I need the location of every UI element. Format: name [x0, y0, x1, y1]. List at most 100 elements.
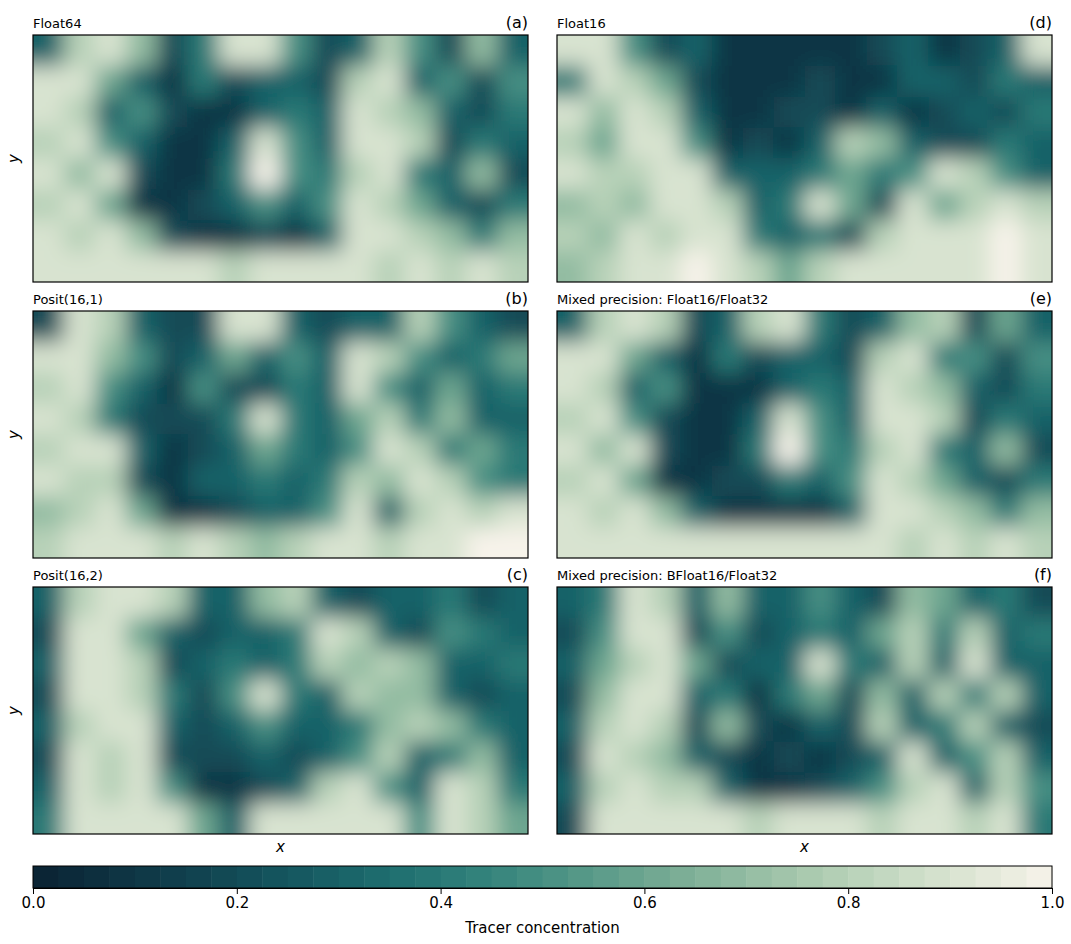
cell	[219, 741, 251, 773]
cell	[866, 97, 898, 129]
cell	[681, 772, 713, 804]
cell	[95, 741, 127, 773]
field	[33, 587, 528, 834]
cell	[650, 772, 682, 804]
cell	[64, 711, 96, 743]
cell	[619, 711, 651, 743]
colorbar-step	[288, 866, 314, 888]
cell	[743, 772, 775, 804]
cell	[311, 587, 343, 619]
cell	[866, 220, 898, 252]
cell	[64, 342, 96, 374]
cell	[619, 251, 651, 282]
cell	[650, 435, 682, 467]
cell	[681, 251, 713, 282]
cell	[219, 711, 251, 743]
cell	[959, 128, 991, 160]
cell	[311, 35, 343, 67]
cell	[619, 311, 651, 343]
cell	[95, 189, 127, 221]
cell	[219, 189, 251, 221]
cell	[373, 220, 405, 252]
cell	[188, 189, 220, 221]
cell	[250, 496, 282, 528]
panel: Posit(16,1)(b)y	[3, 281, 559, 589]
cell	[126, 35, 158, 67]
cell	[588, 189, 620, 221]
cell	[157, 311, 189, 343]
cell	[466, 741, 498, 773]
colorbar-step	[441, 866, 467, 888]
cell	[650, 189, 682, 221]
cell	[557, 97, 589, 129]
cell	[990, 711, 1022, 743]
cell	[866, 741, 898, 773]
cell	[835, 618, 867, 650]
cell	[64, 649, 96, 681]
cell	[712, 772, 744, 804]
cell	[497, 311, 528, 343]
cell	[64, 772, 96, 804]
colorbar-step	[186, 866, 212, 888]
colorbar-step	[976, 866, 1002, 888]
cell	[157, 97, 189, 129]
cell	[990, 189, 1022, 221]
cell	[373, 342, 405, 374]
cell	[219, 435, 251, 467]
cell	[342, 404, 374, 436]
cell	[435, 159, 467, 191]
cell	[33, 772, 65, 804]
cell	[588, 435, 620, 467]
cell	[835, 251, 867, 282]
cell	[95, 404, 127, 436]
cell	[250, 97, 282, 129]
cell	[435, 496, 467, 528]
cell	[126, 587, 158, 619]
cell	[897, 803, 929, 834]
cell	[126, 66, 158, 98]
cell	[866, 35, 898, 67]
cell	[157, 159, 189, 191]
cell	[126, 373, 158, 405]
cell	[588, 680, 620, 712]
cell	[990, 680, 1022, 712]
cell	[373, 35, 405, 67]
cell	[219, 128, 251, 160]
cell	[497, 618, 528, 650]
cell	[311, 527, 343, 558]
cell	[126, 496, 158, 528]
cell	[64, 496, 96, 528]
cell	[497, 680, 528, 712]
cell	[557, 741, 589, 773]
cell	[188, 680, 220, 712]
cell	[774, 66, 806, 98]
cell	[404, 159, 436, 191]
cell	[990, 128, 1022, 160]
cell	[835, 711, 867, 743]
cell	[435, 680, 467, 712]
cell	[157, 35, 189, 67]
cell	[373, 128, 405, 160]
cell	[681, 465, 713, 497]
cell	[928, 342, 960, 374]
cell	[897, 680, 929, 712]
cell	[373, 251, 405, 282]
cell	[95, 496, 127, 528]
colorbar: 0.00.20.40.60.81.0	[22, 866, 1065, 912]
cell	[928, 435, 960, 467]
colorbar-step	[415, 866, 441, 888]
cell	[435, 404, 467, 436]
cell	[959, 587, 991, 619]
cell	[466, 311, 498, 343]
cell	[805, 649, 837, 681]
cell	[281, 496, 313, 528]
cell	[126, 128, 158, 160]
cell	[157, 618, 189, 650]
plot-area	[33, 311, 528, 558]
panel-letter: (c)	[507, 565, 528, 584]
cell	[990, 649, 1022, 681]
cell	[311, 311, 343, 343]
cell	[219, 803, 251, 834]
cell	[250, 649, 282, 681]
cell	[281, 803, 313, 834]
